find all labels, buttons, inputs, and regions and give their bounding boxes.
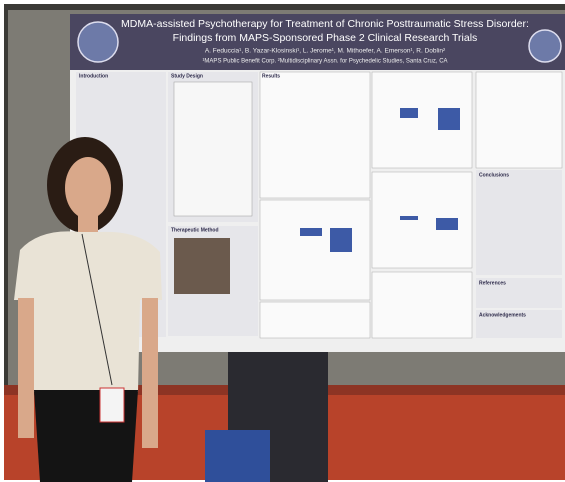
bar: [400, 108, 418, 118]
section-heading: Introduction: [79, 73, 108, 79]
logo-right: [529, 30, 561, 62]
authors: A. Feduccia¹, B. Yazar-Klosinski¹, L. Je…: [205, 48, 446, 55]
bag: [205, 430, 270, 482]
arm: [18, 298, 34, 438]
poster-title: Findings from MAPS-Sponsored Phase 2 Cli…: [173, 32, 478, 44]
section-heading: Acknowledgements: [479, 312, 526, 318]
logo-left: [78, 22, 118, 62]
bar: [330, 228, 352, 252]
section-heading: Conclusions: [479, 172, 509, 178]
panel: [476, 170, 562, 275]
poster-title: MDMA-assisted Psychotherapy for Treatmen…: [121, 18, 529, 30]
arm: [142, 298, 158, 448]
name-badge: [100, 388, 124, 422]
section-heading: References: [479, 280, 506, 286]
bar: [300, 228, 322, 236]
face: [65, 157, 111, 219]
table-panel: [260, 302, 370, 338]
bar: [436, 218, 458, 230]
scene: MDMA-assisted Psychotherapy for Treatmen…: [0, 0, 565, 482]
bar: [438, 108, 460, 130]
affiliations: ¹MAPS Public Benefit Corp. ²Multidiscipl…: [202, 59, 447, 65]
table-panel: [476, 72, 562, 168]
section-heading: Results: [262, 73, 280, 79]
photo: [174, 238, 230, 294]
table-panel: [372, 272, 472, 338]
section-heading: Therapeutic Method: [171, 227, 219, 233]
chart-panel: [260, 200, 370, 300]
section-heading: Study Design: [171, 73, 203, 79]
bar: [400, 216, 418, 220]
chart-panel: [260, 72, 370, 198]
flowchart: [174, 82, 252, 216]
